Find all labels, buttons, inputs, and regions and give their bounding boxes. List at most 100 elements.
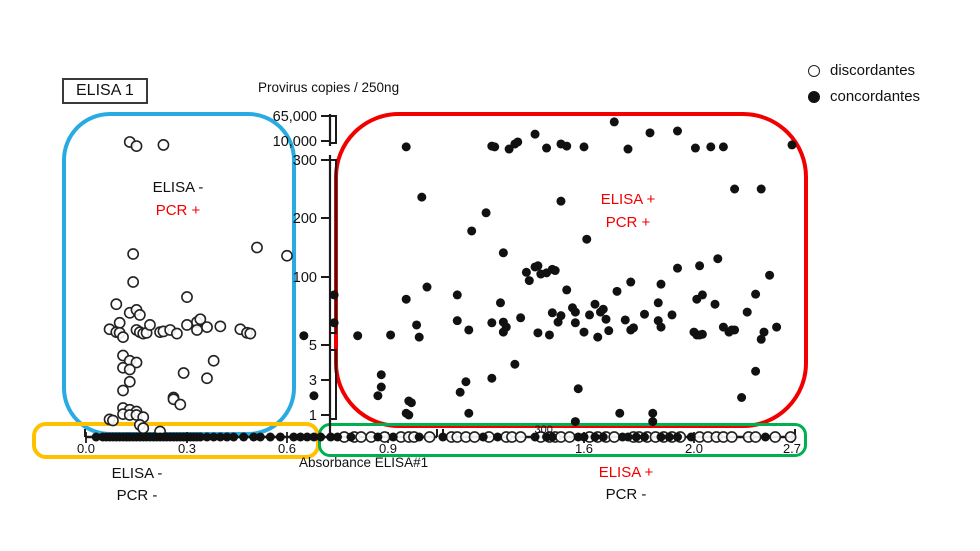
- y-axis-tick-label: 200: [293, 211, 317, 227]
- scatter-point-concordant: [524, 276, 534, 286]
- scatter-point-concordant: [620, 315, 630, 325]
- y-axis-tick-label: 3: [309, 373, 317, 389]
- scatter-point-concordant: [438, 432, 448, 442]
- scatter-point-discordant: [423, 431, 436, 443]
- scatter-point-concordant: [673, 263, 682, 273]
- scatter-point-concordant: [417, 192, 427, 202]
- scatter-point-concordant: [730, 325, 740, 335]
- scatter-point-concordant: [289, 432, 299, 442]
- scatter-point-concordant: [590, 432, 600, 442]
- scatter-point-concordant: [275, 432, 285, 442]
- scatter-point-concordant: [487, 373, 497, 383]
- scatter-point-concordant: [299, 331, 309, 341]
- scatter-point-concordant: [487, 318, 497, 328]
- x-axis-tick-label: 2.0: [685, 441, 703, 456]
- y-axis-bracket: [330, 159, 337, 334]
- scatter-point-concordant: [601, 314, 611, 324]
- scatter-point-discordant: [191, 324, 203, 336]
- region-label-line: PCR +: [155, 202, 201, 219]
- region-label-line: ELISA +: [598, 464, 654, 481]
- scatter-point-concordant: [742, 307, 752, 317]
- scatter-point-concordant: [333, 432, 342, 442]
- scatter-point-concordant: [516, 313, 526, 323]
- scatter-point-concordant: [478, 432, 488, 442]
- plot-title-label: ELISA 1: [76, 82, 134, 99]
- scatter-point-discordant: [725, 431, 738, 443]
- region-label-line: PCR -: [605, 486, 647, 503]
- scatter-point-concordant: [623, 432, 633, 442]
- scatter-point-concordant: [737, 393, 747, 402]
- scatter-point-concordant: [209, 432, 219, 442]
- scatter-point-discordant: [251, 241, 263, 254]
- y-axis-title: Provirus copies / 250ng: [258, 80, 400, 95]
- scatter-point-concordant: [414, 332, 424, 342]
- scatter-point-concordant: [686, 432, 696, 442]
- scatter-point-concordant: [255, 432, 265, 442]
- scatter-point-concordant: [562, 141, 572, 151]
- scatter-point-concordant: [756, 184, 766, 194]
- scatter-point-concordant: [656, 322, 666, 332]
- scatter-point-discordant: [123, 375, 136, 388]
- scatter-point-discordant: [784, 431, 797, 443]
- scatter-point-concordant: [544, 330, 554, 340]
- scatter-point-concordant: [695, 261, 705, 271]
- annotation-label: 300: [535, 424, 553, 436]
- region-label-line: PCR +: [605, 214, 651, 231]
- scatter-point-concordant: [604, 326, 614, 336]
- scatter-point-discordant: [127, 248, 140, 260]
- scatter-point-concordant: [542, 268, 552, 278]
- scatter-point-concordant: [388, 432, 398, 442]
- y-axis-tick-label: 5: [309, 338, 317, 354]
- x-axis-tick-label: 0.9: [379, 441, 397, 456]
- x-axis-tick-label: 1.6: [575, 441, 593, 456]
- scatter-point-discordant: [181, 319, 193, 331]
- scatter-point-concordant: [533, 261, 543, 271]
- scatter-point-discordant: [207, 354, 220, 367]
- scatter-point-discordant: [144, 319, 156, 331]
- scatter-point-concordant: [386, 330, 396, 340]
- region-label-elisa-neg-pcr-pos: ELISA - PCR +: [118, 176, 238, 222]
- scatter-point-concordant: [91, 432, 101, 442]
- scatter-point-concordant: [590, 299, 600, 309]
- scatter-point-concordant: [215, 432, 225, 442]
- scatter-point-concordant: [547, 308, 557, 318]
- region-label-elisa-pos-pcr-pos: ELISA + PCR +: [572, 188, 684, 234]
- scatter-point-concordant: [713, 254, 723, 264]
- scatter-point-concordant: [504, 144, 514, 154]
- plot-title-box: ELISA 1: [62, 78, 148, 104]
- scatter-point-concordant: [498, 248, 508, 258]
- scatter-point-concordant: [316, 432, 326, 442]
- scatter-point-concordant: [222, 432, 232, 442]
- region-label-elisa-neg-pcr-neg: ELISA - PCR -: [87, 463, 187, 507]
- scatter-point-concordant: [629, 323, 638, 333]
- scatter-point-concordant: [570, 417, 580, 427]
- scatter-point-concordant: [593, 332, 603, 342]
- x-axis-tick-label: 2.7: [783, 441, 801, 456]
- scatter-point-discordant: [608, 431, 621, 443]
- scatter-point-concordant: [464, 325, 474, 335]
- scatter-point-concordant: [510, 359, 520, 369]
- scatter-point-concordant: [530, 432, 540, 442]
- scatter-point-discordant: [281, 249, 293, 262]
- scatter-point-concordant: [787, 140, 797, 150]
- scatter-point-concordant: [329, 318, 339, 328]
- scatter-point-concordant: [759, 327, 769, 337]
- scatter-point-concordant: [412, 320, 422, 330]
- scatter-point-concordant: [765, 270, 775, 280]
- scatter-point-concordant: [706, 142, 716, 152]
- scatter-point-concordant: [493, 432, 503, 442]
- region-label-line: ELISA +: [600, 191, 656, 208]
- scatter-point-concordant: [673, 126, 682, 136]
- region-label-line: PCR -: [116, 487, 158, 504]
- region-label-elisa-pos-pcr-neg: ELISA + PCR -: [576, 462, 676, 506]
- scatter-point-concordant: [455, 387, 465, 397]
- scatter-point-concordant: [329, 290, 339, 300]
- scatter-point-concordant: [653, 298, 663, 308]
- scatter-point-concordant: [697, 290, 707, 300]
- scatter-point-concordant: [530, 129, 540, 139]
- scatter-point-concordant: [195, 432, 205, 442]
- scatter-point-concordant: [760, 432, 770, 442]
- scatter-point-concordant: [756, 334, 766, 344]
- open-circle-icon: [808, 64, 820, 77]
